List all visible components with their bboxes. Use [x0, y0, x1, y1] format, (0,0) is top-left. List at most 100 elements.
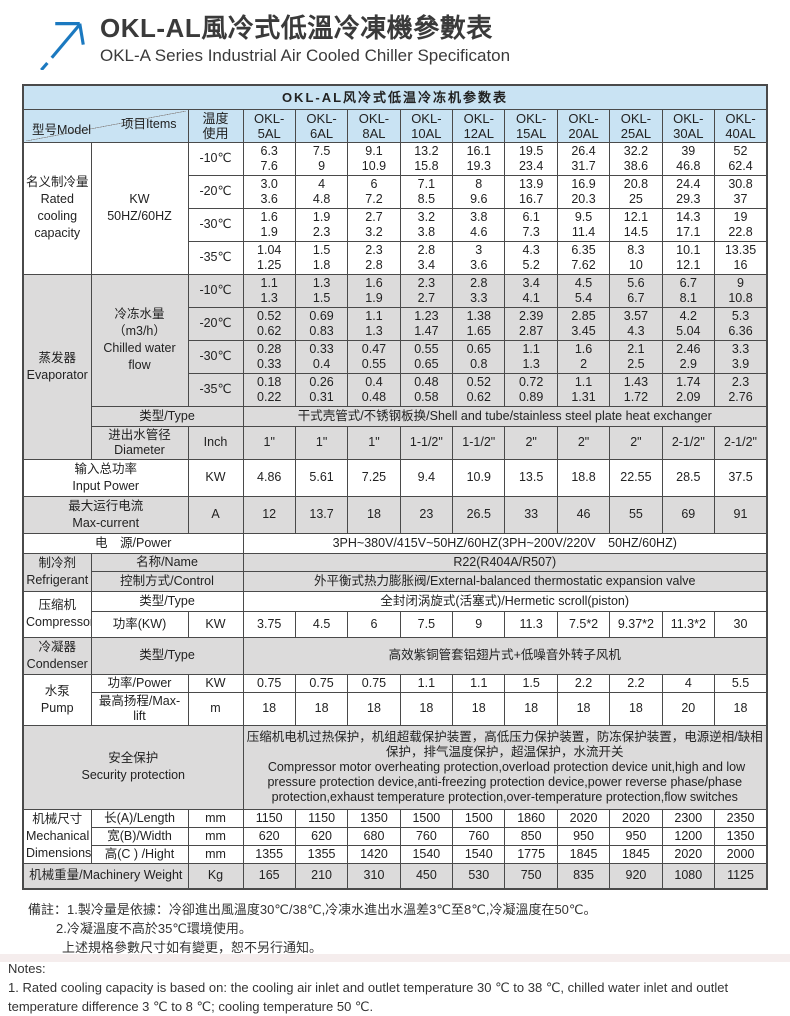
- section-label-dimensions: 机械尺寸 Mechanical Dimensions: [22, 808, 92, 864]
- section-label-rated-capacity: 名义制冷量 Rated cooling capacity: [22, 141, 92, 275]
- value-cell: 30: [714, 610, 768, 638]
- item-label-width: 宽(B)/Width: [90, 826, 189, 846]
- value-cell: 39 46.8: [661, 141, 716, 176]
- section-label-pump: 水泵 Pump: [22, 673, 92, 726]
- value-cell: 18: [714, 691, 768, 726]
- value-cell: 8.3 10: [609, 240, 663, 275]
- value-cell: 1500: [452, 808, 506, 828]
- value-cell: 450: [399, 862, 454, 890]
- item-label-refrigerant-name: 名称/Name: [90, 552, 244, 572]
- model-items-header: 型号Model 项目Items: [22, 108, 189, 143]
- value-cell: 1.1 1.3: [347, 306, 401, 341]
- model-header: OKL- 20AL: [556, 108, 611, 143]
- value-cell: 1540: [452, 844, 506, 864]
- value-cell: 0.47 0.55: [347, 339, 401, 374]
- unit-label: KW: [187, 610, 244, 638]
- value-cell: 1.74 2.09: [661, 372, 716, 407]
- value-cell: 1.1 1.3: [504, 339, 558, 374]
- value-cell: 2": [609, 425, 663, 460]
- value-cell: 4: [661, 673, 716, 693]
- section-label-input-power: 输入总功率 Input Power: [22, 458, 189, 497]
- section-label-security: 安全保护 Security protection: [22, 724, 244, 810]
- value-cell: 4.2 5.04: [661, 306, 716, 341]
- value-cell: 18: [556, 691, 611, 726]
- value-cell: 18: [347, 495, 401, 534]
- value-cell: 1860: [504, 808, 558, 828]
- value-cell: 18: [504, 691, 558, 726]
- value-cell: 2350: [714, 808, 768, 828]
- value-cell: 2020: [661, 844, 716, 864]
- value-cell: 835: [556, 862, 611, 890]
- value-cell: 18: [242, 691, 296, 726]
- value-cell: 9.1 10.9: [347, 141, 401, 176]
- page-subtitle: OKL-A Series Industrial Air Cooled Chill…: [100, 46, 511, 65]
- value-cell: 11.3: [504, 610, 558, 638]
- value-cell: 46: [556, 495, 611, 534]
- value-cell: 37.5: [714, 458, 768, 497]
- table-title: OKL-AL风冷式低温冷冻机参数表: [22, 84, 768, 110]
- value-cell: 30.8 37: [714, 174, 768, 209]
- value-cell: 6.1 7.3: [504, 207, 558, 242]
- value-cell: 4.86: [242, 458, 296, 497]
- value-cell: 20: [661, 691, 716, 726]
- value-cell: 0.26 0.31: [294, 372, 349, 407]
- value-cell: 2": [504, 425, 558, 460]
- value-cell: 1-1/2": [452, 425, 506, 460]
- value-cell: 2300: [661, 808, 716, 828]
- value-cell: 13.7: [294, 495, 349, 534]
- value-cell: 16.9 20.3: [556, 174, 611, 209]
- value-cell: 0.18 0.22: [242, 372, 296, 407]
- value-cell: 32.2 38.6: [609, 141, 663, 176]
- value-cell: 165: [242, 862, 296, 890]
- unit-label: A: [187, 495, 244, 534]
- model-header: OKL- 15AL: [504, 108, 558, 143]
- value-cell: 2.46 2.9: [661, 339, 716, 374]
- value-cell: 620: [242, 826, 296, 846]
- temp-label: -35℃: [187, 372, 244, 407]
- value-cell: 2.2: [556, 673, 611, 693]
- temp-label: -30℃: [187, 207, 244, 242]
- value-cell: 750: [504, 862, 558, 890]
- temp-use-header: 温度 使用: [187, 108, 244, 143]
- value-cell: 4.3 5.2: [504, 240, 558, 275]
- model-label: 型号Model: [32, 122, 92, 137]
- value-cell: 18: [609, 691, 663, 726]
- value-cell: 55: [609, 495, 663, 534]
- diagonal-divider: 型号Model 项目Items: [26, 110, 186, 141]
- model-header: OKL- 12AL: [452, 108, 506, 143]
- model-header: OKL- 6AL: [294, 108, 349, 143]
- temp-label: -10℃: [187, 141, 244, 176]
- value-cell: 10.1 12.1: [661, 240, 716, 275]
- value-cell: 18: [399, 691, 454, 726]
- value-cell: 11.3*2: [661, 610, 716, 638]
- value-cell: 0.75: [242, 673, 296, 693]
- temp-label: -35℃: [187, 240, 244, 275]
- value-cell: 19 22.8: [714, 207, 768, 242]
- model-header: OKL- 10AL: [399, 108, 454, 143]
- value-cell: 5.3 6.36: [714, 306, 768, 341]
- unit-label-kw-hz: KW 50HZ/60HZ: [90, 141, 189, 275]
- value-cell: 18: [452, 691, 506, 726]
- unit-label: mm: [187, 808, 244, 828]
- value-cell: 6.3 7.6: [242, 141, 296, 176]
- page-title: OKL-AL風冷式低溫冷凍機參數表: [100, 13, 493, 43]
- unit-label: Kg: [187, 862, 244, 890]
- value-cell: 1.1 1.3: [242, 273, 296, 308]
- value-cell: 13.2 15.8: [399, 141, 454, 176]
- model-header: OKL- 8AL: [347, 108, 401, 143]
- section-label-refrigerant: 制冷剂 Refrigerant: [22, 552, 92, 592]
- value-cell: 2000: [714, 844, 768, 864]
- value-refrigerant-name: R22(R404A/R507): [242, 552, 768, 572]
- value-cell: 3.3 3.9: [714, 339, 768, 374]
- value-cell: 1.6 2: [556, 339, 611, 374]
- value-cell: 26.4 31.7: [556, 141, 611, 176]
- value-cell: 1420: [347, 844, 401, 864]
- temp-label: -30℃: [187, 339, 244, 374]
- value-cell: 920: [609, 862, 663, 890]
- value-cell: 2.1 2.5: [609, 339, 663, 374]
- value-cell: 2-1/2": [661, 425, 716, 460]
- value-cell: 2.3 2.7: [399, 273, 454, 308]
- value-cell: 13.9 16.7: [504, 174, 558, 209]
- value-cell: 28.5: [661, 458, 716, 497]
- value-cell: 2.2: [609, 673, 663, 693]
